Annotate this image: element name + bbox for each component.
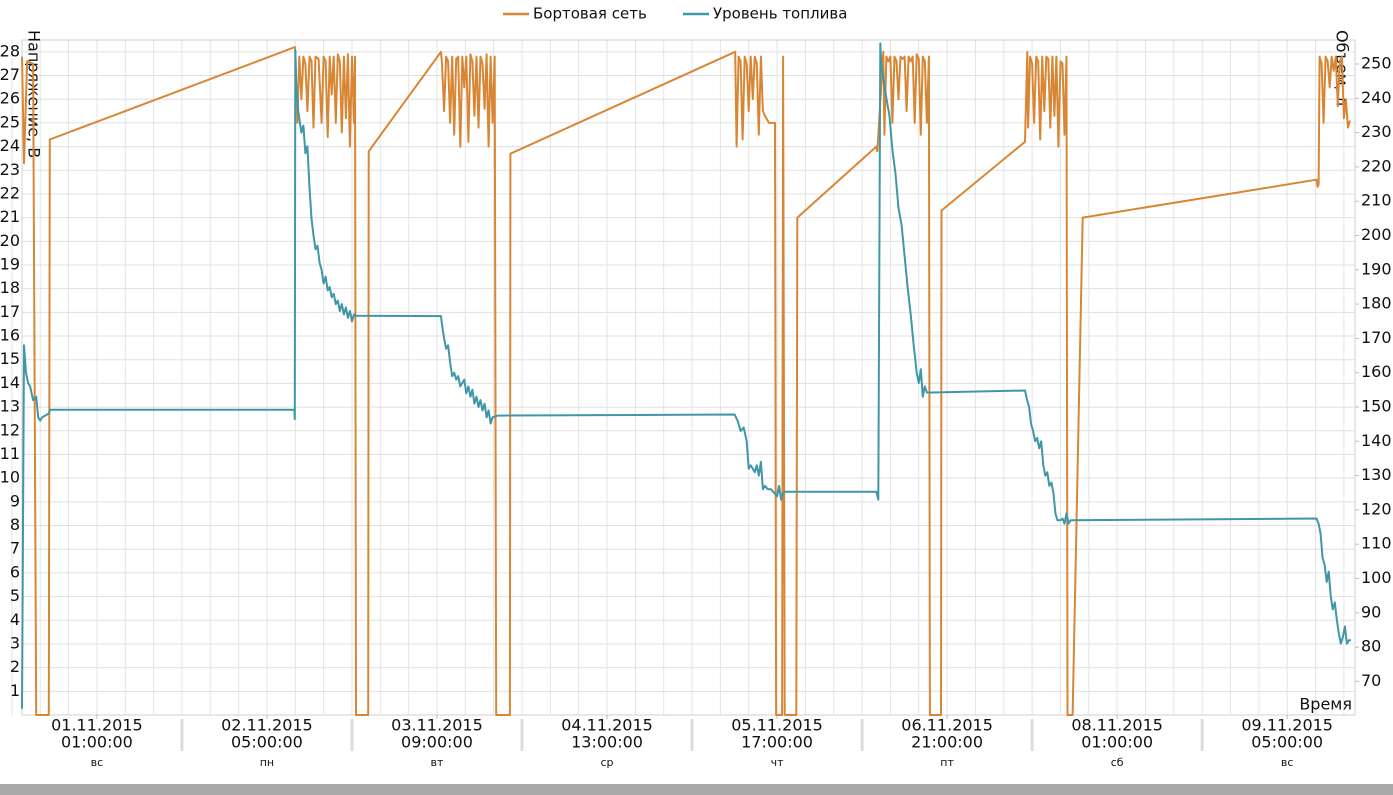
y-tick-label: 15 xyxy=(0,349,20,368)
x-tick-date: 01.11.2015 xyxy=(51,716,143,735)
legend-label: Уровень топлива xyxy=(713,5,847,23)
x-tick-time: 05:00:00 xyxy=(231,733,303,752)
y-tick-label: 10 xyxy=(0,468,20,487)
taskbar xyxy=(0,784,1393,795)
x-tick-day: вс xyxy=(1281,756,1294,769)
y-tick-label: 20 xyxy=(0,231,20,250)
x-tick-date: 09.11.2015 xyxy=(1241,716,1333,735)
y-tick-label: 12 xyxy=(0,420,20,439)
plot-border xyxy=(21,39,1356,716)
x-tick-day: пт xyxy=(940,756,954,769)
tick-separator xyxy=(180,719,184,751)
y2-tick-label: 220 xyxy=(1361,156,1392,175)
x-tick-day: вс xyxy=(91,756,104,769)
legend-label: Бортовая сеть xyxy=(533,5,647,23)
y-tick-label: 25 xyxy=(0,112,20,131)
y-tick-label: 8 xyxy=(10,515,20,534)
y-tick-label: 7 xyxy=(10,539,20,558)
y2-tick-label: 250 xyxy=(1361,54,1392,73)
x-tick-time: 01:00:00 xyxy=(61,733,133,752)
x-tick-time: 09:00:00 xyxy=(401,733,473,752)
y-tick-label: 5 xyxy=(10,586,20,605)
y-tick-label: 22 xyxy=(0,183,20,202)
x-tick-time: 21:00:00 xyxy=(911,733,983,752)
x-tick-date: 03.11.2015 xyxy=(391,716,483,735)
x-tick-time: 13:00:00 xyxy=(571,733,643,752)
y2-tick-label: 210 xyxy=(1361,191,1392,210)
y2-tick-label: 130 xyxy=(1361,465,1392,484)
y2-tick-label: 230 xyxy=(1361,122,1392,141)
x-tick-date: 05.11.2015 xyxy=(731,716,823,735)
y-tick-label: 19 xyxy=(0,255,20,274)
x-tick-day: чт xyxy=(771,756,784,769)
x-tick-date: 06.11.2015 xyxy=(901,716,993,735)
y2-tick-label: 90 xyxy=(1361,602,1381,621)
x-tick-day: ср xyxy=(601,756,614,769)
y2-tick-label: 190 xyxy=(1361,259,1392,278)
y-tick-label: 6 xyxy=(10,562,20,581)
y-tick-label: 11 xyxy=(0,444,20,463)
x-tick-time: 17:00:00 xyxy=(741,733,813,752)
y2-tick-label: 100 xyxy=(1361,568,1392,587)
y2-tick-label: 140 xyxy=(1361,431,1392,450)
tick-separator xyxy=(1200,719,1204,751)
y-tick-label: 17 xyxy=(0,302,20,321)
y-tick-label: 21 xyxy=(0,207,20,226)
y-tick-label: 1 xyxy=(10,681,20,700)
y2-tick-label: 110 xyxy=(1361,534,1392,553)
y-tick-label: 16 xyxy=(0,326,20,345)
y2-tick-label: 150 xyxy=(1361,396,1392,415)
y-tick-label: 18 xyxy=(0,278,20,297)
y-tick-label: 9 xyxy=(10,491,20,510)
y-tick-label: 2 xyxy=(10,657,20,676)
x-tick-time: 05:00:00 xyxy=(1251,733,1323,752)
x-tick-day: пн xyxy=(260,756,274,769)
y2-tick-label: 70 xyxy=(1361,671,1381,690)
series-line xyxy=(21,42,1351,709)
y-tick-label: 14 xyxy=(0,373,20,392)
x-tick-date: 04.11.2015 xyxy=(561,716,653,735)
y-tick-label: 24 xyxy=(0,136,20,155)
tick-separator xyxy=(860,719,864,751)
y-tick-label: 13 xyxy=(0,397,20,416)
y2-tick-label: 170 xyxy=(1361,328,1392,347)
x-tick-date: 08.11.2015 xyxy=(1071,716,1163,735)
x-tick-date: 02.11.2015 xyxy=(221,716,313,735)
series-line xyxy=(21,46,1351,716)
y-tick-label: 27 xyxy=(0,65,20,84)
tick-separator xyxy=(1030,719,1034,751)
y2-tick-label: 160 xyxy=(1361,362,1392,381)
y-tick-label: 28 xyxy=(0,41,20,60)
tick-separator xyxy=(690,719,694,751)
x-tick-day: вт xyxy=(431,756,444,769)
x-tick-time: 01:00:00 xyxy=(1081,733,1153,752)
y2-tick-label: 120 xyxy=(1361,499,1392,518)
y-tick-label: 3 xyxy=(10,633,20,652)
x-tick-day: сб xyxy=(1111,756,1124,769)
y-tick-label: 23 xyxy=(0,160,20,179)
y-tick-label: 4 xyxy=(10,610,20,629)
y-tick-label: 26 xyxy=(0,89,20,108)
y2-tick-label: 240 xyxy=(1361,88,1392,107)
y2-tick-label: 180 xyxy=(1361,294,1392,313)
tick-separator xyxy=(520,719,524,751)
x-axis-title: Время xyxy=(1299,695,1352,714)
tick-separator xyxy=(350,719,354,751)
y2-tick-label: 200 xyxy=(1361,225,1392,244)
y2-tick-label: 80 xyxy=(1361,637,1381,656)
